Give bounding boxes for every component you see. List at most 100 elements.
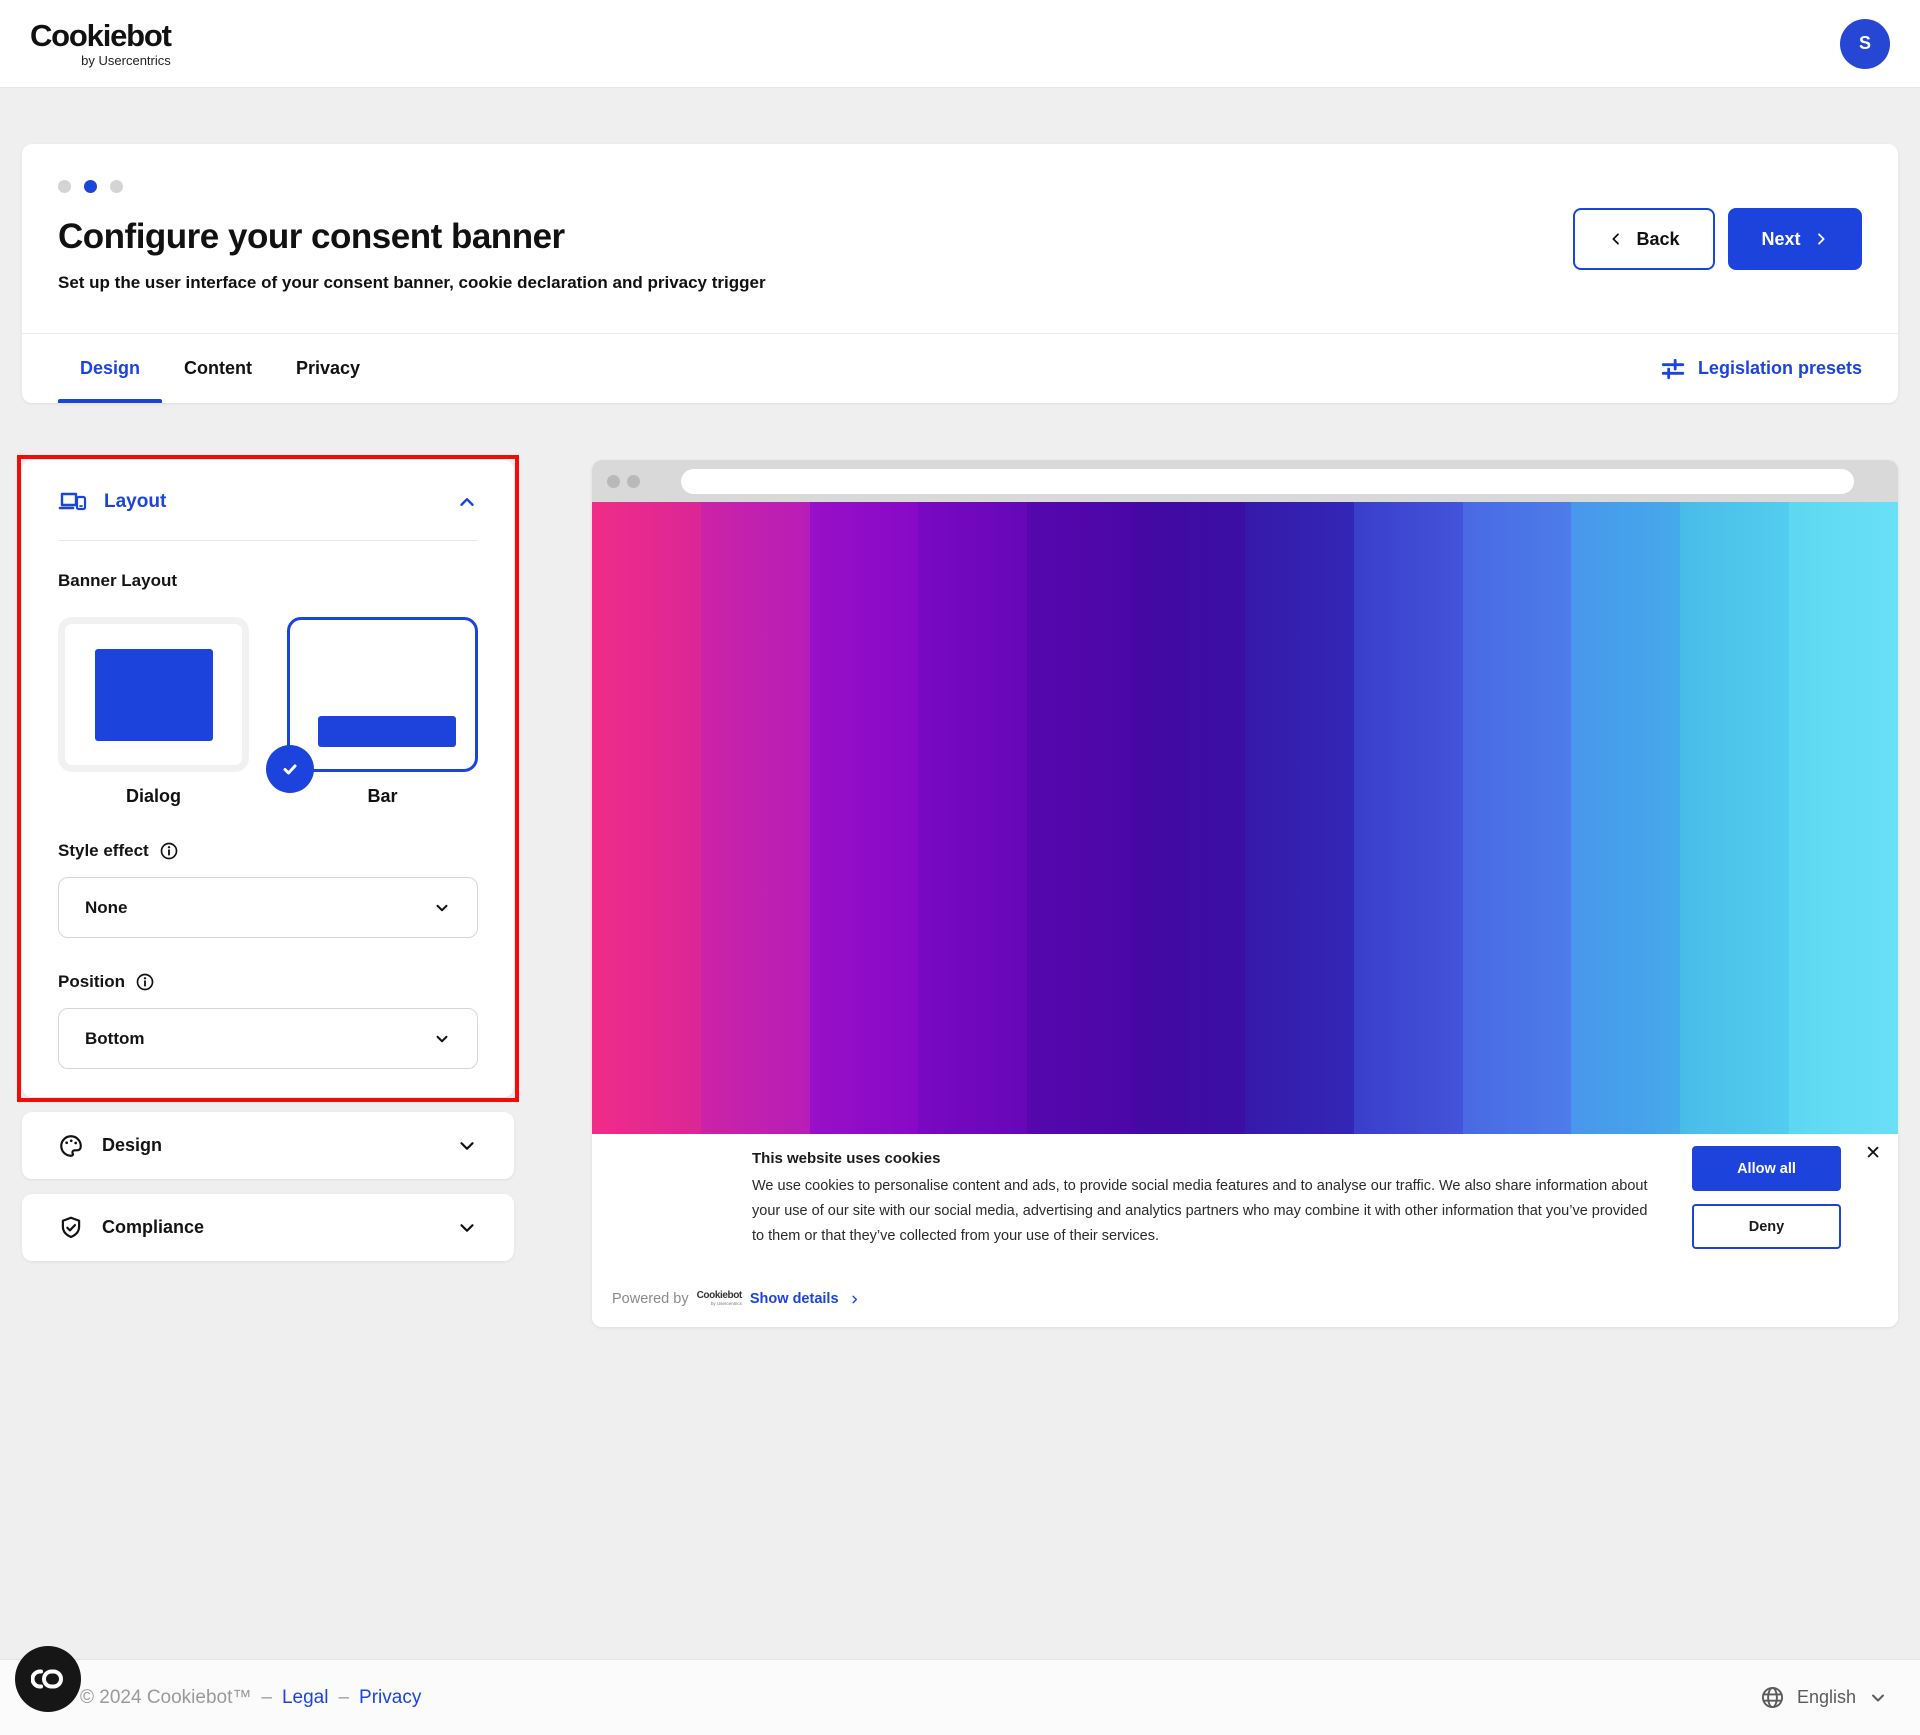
- close-icon[interactable]: ✕: [1865, 1143, 1881, 1164]
- compliance-panel-title: Compliance: [102, 1217, 205, 1237]
- design-panel[interactable]: Design: [22, 1112, 514, 1179]
- gradient-band: [1353, 502, 1463, 1134]
- logo-wordmark: Cookiebot: [30, 17, 172, 53]
- bar-shape: [318, 716, 456, 747]
- window-dot: [607, 474, 620, 488]
- page-subtitle: Set up the user interface of your consen…: [58, 273, 766, 292]
- copyright-text: © 2024 Cookiebot™: [80, 1686, 252, 1708]
- gradient-band: [1680, 502, 1790, 1134]
- layout-panel-header[interactable]: Layout: [58, 490, 478, 514]
- design-panel-title: Design: [102, 1135, 163, 1155]
- page-body: Configure your consent banner Set up the…: [0, 88, 1920, 1659]
- allow-all-button[interactable]: Allow all: [1692, 1146, 1841, 1191]
- step-dot-1: [58, 180, 71, 193]
- chevron-down-icon: [1872, 1694, 1884, 1701]
- cookie-banner: This website uses cookies We use cookies…: [592, 1134, 1898, 1327]
- language-label: English: [1796, 1687, 1856, 1707]
- gradient-band: [1462, 502, 1572, 1134]
- back-button[interactable]: Back: [1573, 208, 1715, 270]
- chevron-down-icon: [436, 1035, 448, 1042]
- tabs-row: Design Content Privacy Legislation prese…: [22, 333, 1898, 403]
- browser-chrome: [592, 460, 1898, 502]
- app-header: Cookiebot by Usercentrics S: [0, 0, 1920, 88]
- chevron-up-icon[interactable]: [456, 491, 478, 513]
- content-row: Layout Banner Layout Dialog: [17, 455, 1898, 1327]
- position-label: Position: [58, 972, 126, 991]
- cookiebot-mini-logo: Cookiebot by Usercentrics: [697, 1291, 743, 1307]
- chevron-right-icon: [1817, 233, 1825, 245]
- dialog-shape: [94, 648, 213, 741]
- chevron-down-icon: [460, 1223, 474, 1232]
- address-bar: [681, 468, 1854, 494]
- separator: –: [338, 1686, 350, 1708]
- tab-privacy[interactable]: Privacy: [274, 334, 382, 403]
- step-dot-3: [110, 180, 123, 193]
- preview-gradient: [592, 502, 1898, 1134]
- app-footer: © 2024 Cookiebot™ – Legal – Privacy Engl…: [0, 1646, 1920, 1735]
- check-icon: [283, 764, 297, 775]
- legislation-presets-button[interactable]: Legislation presets: [1660, 356, 1862, 382]
- gradient-band: [1789, 502, 1898, 1134]
- banner-layout-options: Dialog Bar: [58, 617, 478, 807]
- gradient-band: [918, 502, 1028, 1134]
- language-selector[interactable]: English: [1760, 1685, 1888, 1710]
- window-dot: [627, 474, 640, 488]
- powered-by-row: Powered by Cookiebot by Usercentrics Sho…: [612, 1291, 860, 1307]
- separator: –: [261, 1686, 272, 1708]
- gradient-band: [700, 502, 810, 1134]
- style-effect-select[interactable]: None: [58, 877, 478, 938]
- cookie-banner-buttons: Allow all Deny: [1692, 1146, 1841, 1249]
- info-icon[interactable]: [159, 841, 179, 861]
- step-indicator: [58, 180, 1862, 193]
- legal-link[interactable]: Legal: [281, 1686, 329, 1708]
- page-title: Configure your consent banner: [58, 217, 565, 256]
- cookie-banner-description: We use cookies to personalise content an…: [752, 1178, 1648, 1244]
- position-label-row: Position: [58, 972, 478, 992]
- info-icon[interactable]: [135, 972, 155, 992]
- privacy-link[interactable]: Privacy: [359, 1686, 422, 1708]
- compliance-panel[interactable]: Compliance: [22, 1194, 514, 1261]
- tab-content[interactable]: Content: [162, 334, 274, 403]
- deny-button[interactable]: Deny: [1692, 1204, 1841, 1249]
- chevron-left-icon: [1612, 233, 1620, 245]
- tab-content-label: Content: [184, 358, 252, 378]
- cookiebot-logo: Cookiebot by Usercentrics: [30, 17, 172, 68]
- chat-widget-button[interactable]: [15, 1646, 81, 1712]
- user-avatar[interactable]: S: [1840, 18, 1890, 69]
- gradient-band: [1136, 502, 1245, 1134]
- style-effect-value: None: [85, 897, 128, 917]
- tabs: Design Content Privacy: [58, 334, 382, 403]
- show-details-link[interactable]: Show details: [750, 1291, 860, 1307]
- wizard-buttons: Back Next: [1573, 208, 1862, 270]
- mini-logo-tagline: by Usercentrics: [710, 1301, 742, 1307]
- cookiebot-mark-icon: [31, 1669, 63, 1689]
- banner-preview: This website uses cookies We use cookies…: [592, 460, 1898, 1327]
- bar-option-tile[interactable]: [266, 617, 478, 793]
- banner-layout-label: Banner Layout: [58, 571, 178, 590]
- layout-panel-title: Layout: [104, 491, 167, 512]
- shield-check-icon: [61, 1216, 81, 1238]
- powered-by-label: Powered by: [612, 1291, 689, 1307]
- allow-all-label: Allow all: [1737, 1160, 1796, 1177]
- gradient-band: [1244, 502, 1354, 1134]
- layout-option-dialog: Dialog: [58, 617, 249, 807]
- avatar-initial: S: [1858, 33, 1871, 53]
- chevron-down-icon: [460, 1141, 474, 1150]
- wizard-header-card: Configure your consent banner Set up the…: [22, 144, 1898, 403]
- chevron-right-icon: [851, 1295, 857, 1303]
- gradient-band: [1027, 502, 1137, 1134]
- settings-column: Layout Banner Layout Dialog: [17, 455, 519, 1261]
- back-button-label: Back: [1636, 228, 1680, 249]
- gradient-band: [809, 502, 919, 1134]
- selected-check-badge: [266, 745, 314, 793]
- devices-icon: [58, 492, 87, 511]
- dialog-option-tile[interactable]: [58, 617, 249, 772]
- next-button-label: Next: [1761, 228, 1801, 249]
- logo-tagline: by Usercentrics: [81, 52, 171, 68]
- tab-design[interactable]: Design: [58, 334, 163, 403]
- globe-icon: [1761, 1686, 1783, 1709]
- style-effect-label-row: Style effect: [58, 841, 478, 861]
- deny-label: Deny: [1748, 1218, 1785, 1235]
- position-select[interactable]: Bottom: [58, 1008, 478, 1069]
- next-button[interactable]: Next: [1728, 208, 1862, 270]
